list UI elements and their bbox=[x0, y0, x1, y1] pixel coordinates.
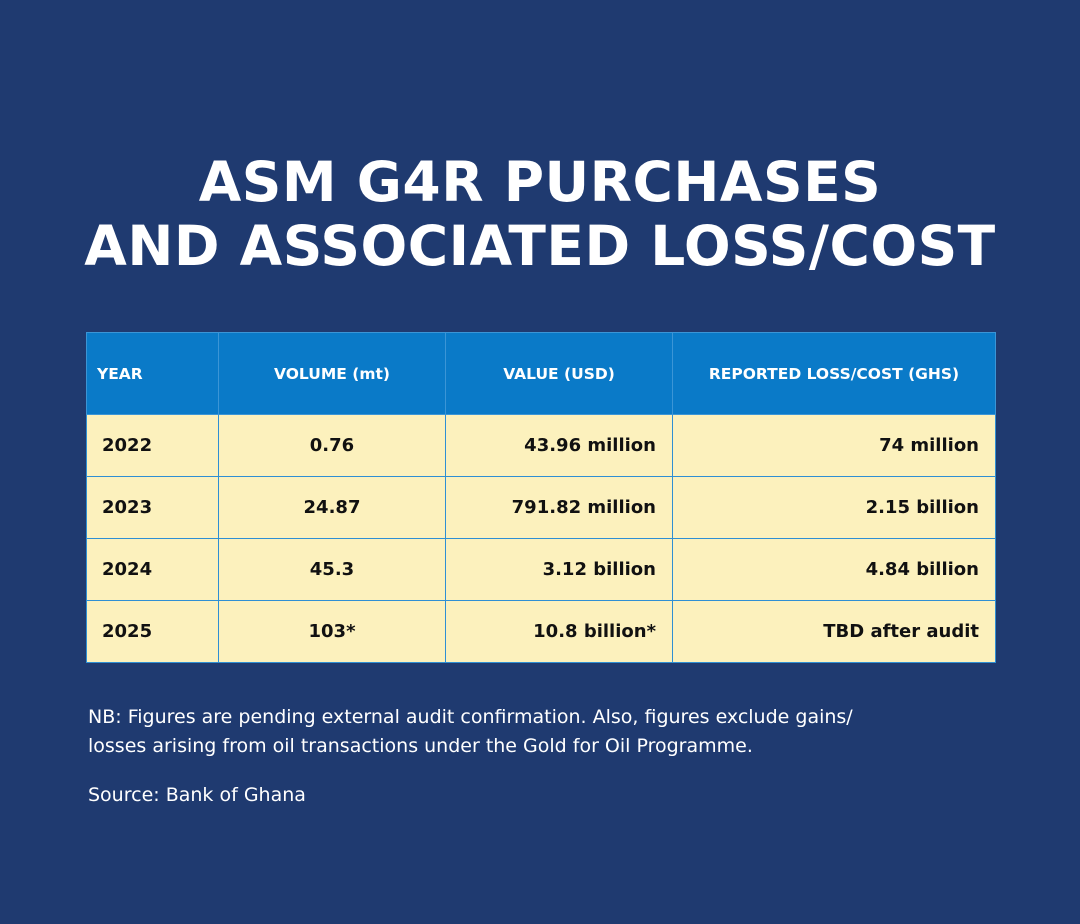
cell-value: 791.82 million bbox=[445, 476, 673, 539]
cell-volume: 0.76 bbox=[218, 414, 446, 477]
data-table: YEAR VOLUME (mt) VALUE (USD) REPORTED LO… bbox=[86, 332, 996, 663]
table-row: 2024 45.3 3.12 billion 4.84 billion bbox=[86, 538, 996, 601]
page-title: ASM G4R PURCHASES AND ASSOCIATED LOSS/CO… bbox=[0, 150, 1080, 278]
column-header-value: VALUE (USD) bbox=[445, 332, 673, 415]
cell-year: 2025 bbox=[86, 600, 219, 663]
cell-volume: 45.3 bbox=[218, 538, 446, 601]
cell-loss: TBD after audit bbox=[672, 600, 996, 663]
cell-year: 2022 bbox=[86, 414, 219, 477]
title-line-2: AND ASSOCIATED LOSS/COST bbox=[84, 214, 996, 278]
column-header-volume: VOLUME (mt) bbox=[218, 332, 446, 415]
data-table-container: YEAR VOLUME (mt) VALUE (USD) REPORTED LO… bbox=[86, 332, 996, 663]
cell-loss: 4.84 billion bbox=[672, 538, 996, 601]
cell-value: 43.96 million bbox=[445, 414, 673, 477]
table-row: 2025 103* 10.8 billion* TBD after audit bbox=[86, 600, 996, 663]
cell-value: 10.8 billion* bbox=[445, 600, 673, 663]
cell-loss: 2.15 billion bbox=[672, 476, 996, 539]
cell-volume: 24.87 bbox=[218, 476, 446, 539]
cell-value: 3.12 billion bbox=[445, 538, 673, 601]
cell-volume: 103* bbox=[218, 600, 446, 663]
table-header-row: YEAR VOLUME (mt) VALUE (USD) REPORTED LO… bbox=[86, 332, 996, 415]
table-row: 2022 0.76 43.96 million 74 million bbox=[86, 414, 996, 477]
table-row: 2023 24.87 791.82 million 2.15 billion bbox=[86, 476, 996, 539]
footnote-line-2: losses arising from oil transactions und… bbox=[88, 735, 753, 757]
footnote-line-1: NB: Figures are pending external audit c… bbox=[88, 706, 853, 728]
cell-loss: 74 million bbox=[672, 414, 996, 477]
cell-year: 2024 bbox=[86, 538, 219, 601]
column-header-loss: REPORTED LOSS/COST (GHS) bbox=[672, 332, 996, 415]
footnote: NB: Figures are pending external audit c… bbox=[88, 703, 1028, 761]
source-credit: Source: Bank of Ghana bbox=[88, 784, 306, 806]
title-line-1: ASM G4R PURCHASES bbox=[198, 150, 882, 214]
cell-year: 2023 bbox=[86, 476, 219, 539]
column-header-year: YEAR bbox=[86, 332, 219, 415]
